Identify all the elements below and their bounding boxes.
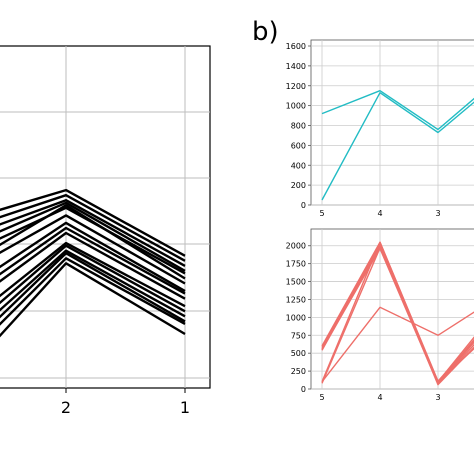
panel-a-series-line [0, 257, 186, 326]
panel-a-series-line [0, 193, 186, 262]
panelBB-series-line [321, 247, 474, 384]
panel-a-series-line [0, 206, 186, 275]
panelBB-series-line [321, 241, 474, 383]
panelBB-x-tick-label: 3 [435, 393, 440, 402]
panel-a-series-line [0, 241, 186, 308]
panelBT-x-tick-label: 5 [319, 209, 324, 218]
panel-a-series-group [0, 188, 186, 338]
panel-a-series-line [0, 204, 186, 280]
panelBB-y-tick-label: 1500 [286, 278, 306, 287]
panelBT-y-tick-label: 200 [291, 181, 306, 190]
panel-b-bottom-chart: 0 250 500 750 1000 1250 1500 1750 2000 5 4 3 [286, 228, 474, 402]
panelBT-y-tick-label: 800 [291, 122, 306, 131]
panelBT-series-clip [321, 89, 474, 201]
panel-a-series-line [0, 201, 186, 272]
panel-b-label: b) [252, 17, 279, 47]
panel-a-series-line [0, 226, 186, 295]
panelBB-y-tick-label: 0 [301, 385, 306, 394]
panelBT-y-tick-label: 0 [301, 201, 306, 210]
panel-a-plot-area [0, 45, 211, 389]
panel-b-bottom-ticks: 0 250 500 750 1000 1250 1500 1750 2000 5 4 3 [286, 242, 441, 402]
panel-b-bottom-series-group [321, 241, 474, 386]
panelBT-y-tick-label: 1000 [286, 102, 306, 111]
panelBB-series-line [321, 245, 474, 384]
panelBT-y-tick-label: 1400 [286, 62, 306, 71]
panelBT-y-tick-label: 1600 [286, 42, 306, 51]
panel-a-series-line [0, 244, 186, 313]
panel-b-top-ticks: 0 200 400 600 800 1000 1200 1400 1600 5 4 3 [286, 42, 441, 218]
panel-a-series-line [0, 214, 186, 285]
panelBT-y-tick-label: 400 [291, 161, 306, 170]
panelBB-y-tick-label: 1000 [286, 313, 306, 322]
panelBB-series-clip [321, 241, 474, 386]
panelBB-series-line [321, 244, 474, 386]
panelBB-y-tick-label: 250 [291, 367, 306, 376]
panelBT-y-tick-label: 1200 [286, 82, 306, 91]
panelBB-y-tick-label: 1250 [286, 295, 306, 304]
panel-a-series-line [0, 251, 186, 323]
panelBB-x-tick-label: 4 [377, 393, 382, 402]
panelBB-series-line [321, 243, 474, 384]
panel-a-series-line [0, 231, 186, 300]
panelBB-series-line [321, 306, 474, 383]
panel-b-top-grid [311, 40, 474, 206]
panelBT-x-tick-label: 3 [435, 209, 440, 218]
panelBT-series-line [321, 91, 474, 201]
panelBT-x-tick-label: 4 [377, 209, 382, 218]
panel-a-x-tick-label: 2 [61, 398, 71, 417]
panelBB-y-tick-label: 750 [291, 331, 306, 340]
panelBB-x-tick-label: 5 [319, 393, 324, 402]
panelBB-series-line [321, 241, 474, 383]
panelBT-y-tick-label: 600 [291, 141, 306, 150]
panel-a-x-tick-label: 1 [180, 398, 190, 417]
panel-a-series-line [0, 188, 186, 257]
panelBB-y-tick-label: 2000 [286, 242, 306, 251]
panelBB-y-tick-label: 1750 [286, 260, 306, 269]
panel-b-bottom-grid [311, 229, 474, 390]
panel-b-top-chart: 0 200 400 600 800 1000 1200 1400 1600 5 4 3 [286, 39, 474, 218]
panel-a-series-line [0, 262, 186, 338]
panelBB-y-tick-label: 500 [291, 349, 306, 358]
panel-b-top-series-group [321, 89, 474, 201]
panel-a-series-line [0, 249, 186, 318]
panel-a-series-line [0, 198, 186, 267]
panel-a-series-line [0, 221, 186, 293]
panelBT-series-line [321, 89, 474, 131]
